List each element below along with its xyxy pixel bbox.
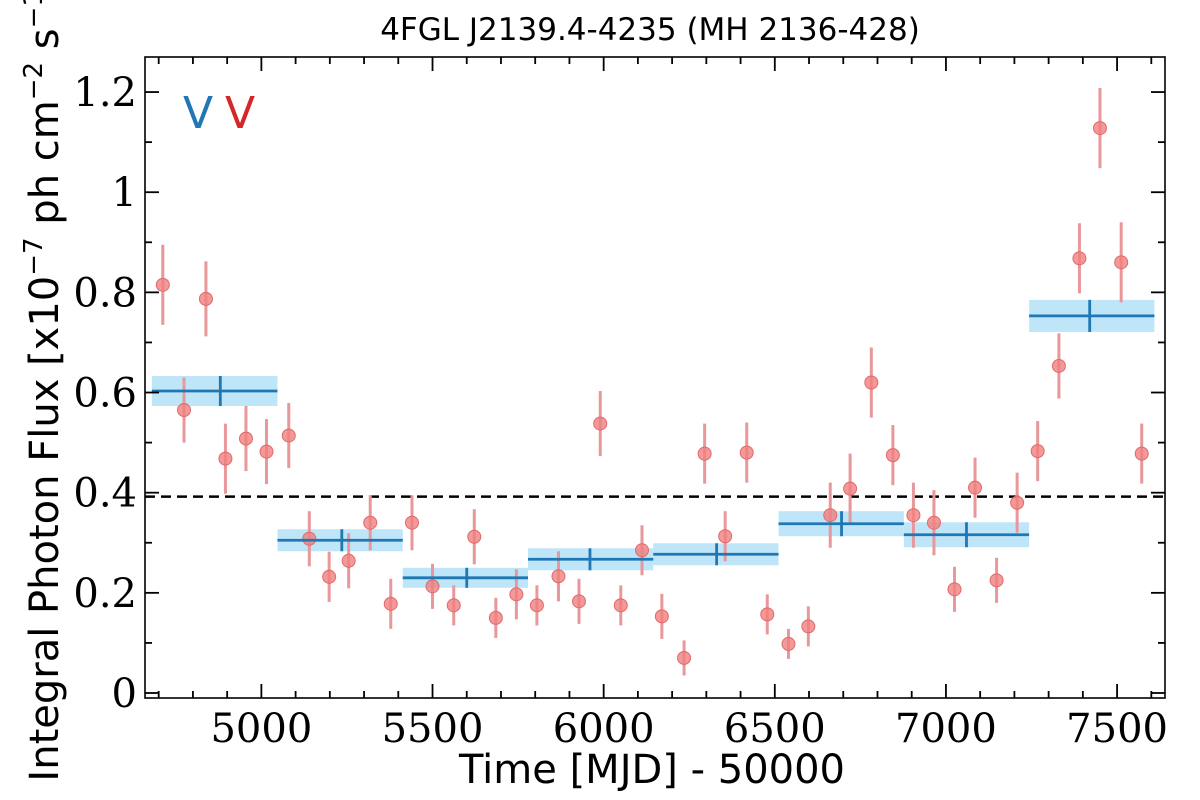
flux-point [1092, 121, 1107, 136]
flux-point [843, 481, 858, 496]
flux-point [781, 636, 796, 651]
y-tick-label: 1.2 [73, 70, 137, 116]
flux-point [404, 515, 419, 530]
flux-point [989, 573, 1004, 588]
flux-point [488, 610, 503, 625]
flux-point [1010, 495, 1025, 510]
flux-point [259, 444, 274, 459]
flux-point [801, 619, 816, 634]
chart-title: 4FGL J2139.4-4235 (MH 2136-428) [380, 12, 920, 48]
flux-point [906, 508, 921, 523]
flux-point [1072, 251, 1087, 266]
marker-v-blue: V [183, 88, 213, 139]
flux-point [572, 594, 587, 609]
y-tick-label: 0.2 [73, 571, 137, 617]
y-tick-label: 0.4 [73, 471, 137, 517]
flux-point [425, 579, 440, 594]
flux-point [947, 582, 962, 597]
flux-point [864, 375, 879, 390]
plot-frame [144, 56, 1166, 699]
flux-point [718, 529, 733, 544]
flux-point [613, 598, 628, 613]
x-tick-label: 5000 [210, 706, 312, 752]
x-tick-label: 6000 [553, 706, 655, 752]
axis-ticks-layer: 5000 5500 6000 6500 7000 7500 0 0.2 0.4 0.6 0.8 1 1.… [73, 57, 1168, 752]
flux-point [198, 291, 213, 306]
marker-v-red: V [225, 88, 255, 139]
bin-band-layer [151, 299, 1155, 588]
binned-flux-layer [151, 299, 1155, 588]
flux-point [697, 446, 712, 461]
flux-point [155, 277, 170, 292]
flux-point [739, 445, 754, 460]
flux-point [238, 431, 253, 446]
flux-point [1051, 358, 1066, 373]
flux-points-layer [155, 88, 1149, 676]
flux-point [218, 451, 233, 466]
flux-point [885, 448, 900, 463]
x-tick-label: 7500 [1066, 706, 1168, 752]
y-axis-label: Integral Photon Flux [x10−7 ph cm−2 s−1] [19, 0, 68, 782]
y-tick-label: 1 [112, 170, 137, 216]
x-axis-label: Time [MJD] - 50000 [458, 747, 845, 793]
flux-point [1134, 446, 1149, 461]
flux-point [1030, 444, 1045, 459]
flux-point [446, 598, 461, 613]
flux-point [467, 529, 482, 544]
flux-point [760, 607, 775, 622]
flux-point [654, 609, 669, 624]
flux-point [302, 531, 317, 546]
flux-point [551, 569, 566, 584]
flux-point [926, 515, 941, 530]
flux-point [634, 543, 649, 558]
flux-point [322, 569, 337, 584]
flux-point [823, 508, 838, 523]
flux-point [968, 480, 983, 495]
flux-point [341, 553, 356, 568]
x-tick-label: 5500 [382, 706, 484, 752]
flux-point [383, 596, 398, 611]
flux-point [593, 416, 608, 431]
y-tick-label: 0 [112, 671, 137, 717]
flux-point [281, 428, 296, 443]
flux-point [509, 587, 524, 602]
flux-point [529, 598, 544, 613]
y-tick-label: 0.8 [73, 270, 137, 316]
x-tick-label: 7000 [895, 706, 997, 752]
flux-point [677, 650, 692, 665]
y-tick-label: 0.6 [73, 371, 137, 417]
flux-point [177, 403, 192, 418]
flux-point [363, 515, 378, 530]
flux-point [1114, 255, 1129, 270]
x-tick-label: 6500 [724, 706, 826, 752]
